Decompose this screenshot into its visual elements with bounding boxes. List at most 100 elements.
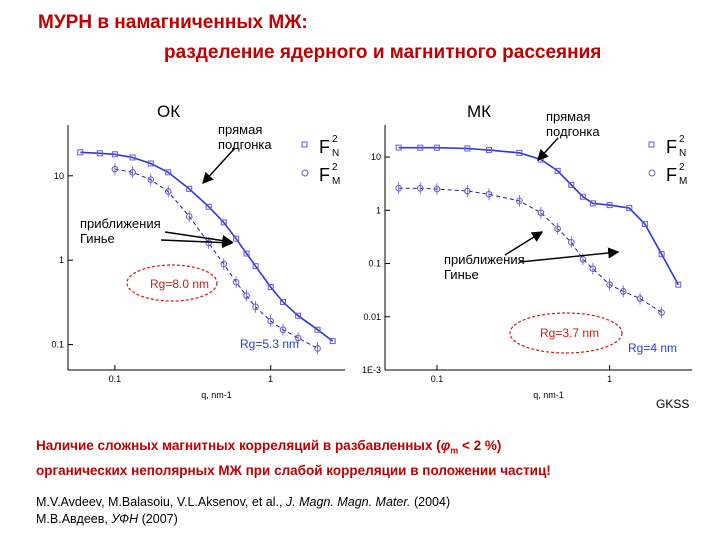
x-axis-label: q, nm-1 xyxy=(201,390,232,400)
reference-2: М.В.Авдеев, УФН (2007) xyxy=(36,511,450,528)
data-point-F2M xyxy=(205,239,212,247)
data-point-F2M xyxy=(294,334,302,342)
reference-1: M.V.Avdeev, M.Balasoiu, V.L.Aksenov, et … xyxy=(36,494,450,511)
y-tick-label: 0.01 xyxy=(363,312,381,322)
data-point-F2M xyxy=(279,326,287,334)
data-point-F2M xyxy=(129,169,136,176)
data-point-F2M xyxy=(395,184,402,192)
rg-annotation: Rg=3.7 nm xyxy=(540,326,599,340)
series-line-F2M xyxy=(114,168,318,349)
x-axis-label: q, nm-1 xyxy=(533,390,564,400)
data-point-F2N xyxy=(252,263,259,270)
annotation-arrow xyxy=(504,231,544,256)
data-point-F2M xyxy=(220,260,228,268)
guinier-label-right-l2: Гинье xyxy=(444,267,479,282)
legend-label-sub: N xyxy=(679,148,686,159)
data-point-F2N xyxy=(675,281,682,288)
data-point-F2M xyxy=(232,278,240,286)
data-point-F2M xyxy=(658,309,665,316)
data-point-F2M xyxy=(464,187,471,195)
data-point-F2N xyxy=(516,149,523,156)
data-point-F2M xyxy=(243,292,250,299)
fit-label-left: прямая подгонка xyxy=(218,122,272,152)
x-tick-label: 1 xyxy=(607,374,612,384)
conclusion-line1: Наличие сложных магнитных корреляций в р… xyxy=(36,436,551,461)
data-point-F2M xyxy=(164,188,172,195)
guinier-label-left-l2: Гинье xyxy=(80,231,115,246)
guinier-label-left: приближения Гинье xyxy=(80,216,161,246)
slide-title-line1: МУРН в намагниченных МЖ: xyxy=(38,12,308,33)
fit-label-left-l2: подгонка xyxy=(218,137,272,152)
data-point-F2N xyxy=(267,284,274,291)
fit-label-left-l1: прямая xyxy=(218,122,263,137)
ref1-authors: M.V.Avdeev, M.Balasoiu, V.L.Aksenov, et … xyxy=(36,495,286,509)
legend-label-sup: 2 xyxy=(679,162,685,173)
panel-label-ok: ОК xyxy=(157,102,181,121)
annotation-arrow xyxy=(202,147,236,185)
data-point-F2N xyxy=(233,235,240,242)
legend-marker xyxy=(648,141,655,148)
y-tick-label: 10 xyxy=(54,171,64,181)
data-point-F2N xyxy=(295,312,302,319)
data-point-F2N xyxy=(220,219,227,226)
legend-label-sub: M xyxy=(679,176,687,187)
data-point-F2M xyxy=(147,176,155,183)
y-tick-label: 1 xyxy=(59,255,64,265)
data-point-F2N xyxy=(314,326,321,333)
rg-ellipse-right xyxy=(509,312,623,354)
data-point-F2N xyxy=(329,338,336,345)
annotation-overlay: Rg=8.0 nm Rg=5.3 nm Rg=3.7 nm Rg=4 nm xyxy=(126,137,677,355)
data-point-F2M xyxy=(619,288,627,295)
rg-annotation: Rg=4 nm xyxy=(628,341,677,355)
y-tick-label: 10 xyxy=(371,152,381,162)
data-point-F2M xyxy=(568,239,575,246)
guinier-label-right-l1: приближения xyxy=(444,252,525,267)
data-point-F2M xyxy=(579,256,587,263)
fit-label-right-l2: подгонка xyxy=(546,124,600,139)
data-point-F2N xyxy=(205,203,212,210)
ref2-year: (2007) xyxy=(138,512,178,526)
ref2-authors: М.В.Авдеев, xyxy=(36,512,112,526)
legend-label-sup: 2 xyxy=(332,134,338,145)
y-tick-label: 0.1 xyxy=(368,259,381,269)
data-point-F2N xyxy=(579,193,586,200)
data-point-F2N xyxy=(641,221,648,228)
data-point-F2M xyxy=(554,225,561,233)
fit-label-right: прямая подгонка xyxy=(546,109,600,139)
data-point-F2N xyxy=(147,160,154,167)
legend-label: F xyxy=(666,165,677,185)
data-point-F2N xyxy=(129,154,136,161)
data-point-F2M xyxy=(537,209,545,217)
fit-label-right-l1: прямая xyxy=(546,109,591,124)
y-tick-label: 0.1 xyxy=(51,340,64,350)
series-line-F2N xyxy=(80,151,334,342)
rg-annotation: Rg=5.3 nm xyxy=(240,337,299,351)
ref1-year: (2004) xyxy=(410,495,451,509)
data-point-F2N xyxy=(417,144,424,151)
data-point-F2N xyxy=(77,149,84,156)
guinier-label-left-l1: приближения xyxy=(80,216,161,231)
data-point-F2M xyxy=(416,184,424,192)
data-point-F2M xyxy=(185,213,193,220)
data-point-F2M xyxy=(589,265,597,272)
data-point-F2M xyxy=(111,165,119,173)
data-point-F2N xyxy=(186,185,193,192)
data-point-F2N xyxy=(589,200,596,207)
x-tick-label: 0.1 xyxy=(431,374,444,384)
annotation-arrow xyxy=(519,247,620,263)
data-point-F2N xyxy=(111,151,118,158)
data-point-F2N xyxy=(96,150,103,157)
data-point-F2N xyxy=(395,144,402,151)
y-tick-label: 1 xyxy=(376,205,381,215)
legend-label: F xyxy=(666,137,677,157)
data-point-F2M xyxy=(314,345,321,352)
x-tick-label: 0.1 xyxy=(109,374,122,384)
gkss-label: GKSS xyxy=(656,397,690,411)
data-point-F2N xyxy=(280,298,287,305)
data-point-F2N xyxy=(626,205,633,212)
conclusion-sub: m xyxy=(450,445,459,456)
data-point-F2M xyxy=(636,295,644,302)
guinier-label-right: приближения Гинье xyxy=(444,252,525,282)
